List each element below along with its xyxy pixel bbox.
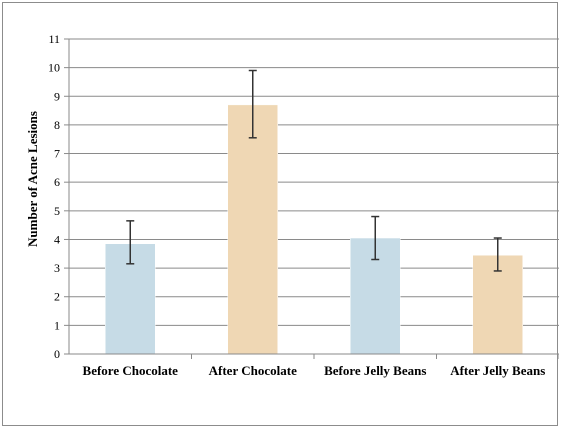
x-category-label: After Chocolate	[209, 363, 297, 378]
y-tick-label: 2	[54, 290, 60, 304]
y-tick-label: 11	[48, 32, 60, 46]
bars	[105, 104, 523, 355]
y-tick-label: 9	[54, 89, 60, 103]
x-category-label: Before Chocolate	[83, 363, 179, 378]
y-tick-label: 0	[54, 347, 60, 361]
x-category-label: Before Jelly Beans	[324, 363, 426, 378]
y-tick-label: 1	[54, 318, 60, 332]
y-tick-label: 10	[48, 61, 60, 75]
error-bars	[126, 69, 502, 272]
x-category-label: After Jelly Beans	[450, 363, 545, 378]
y-tick-label: 4	[54, 232, 60, 246]
y-tick-label: 3	[54, 261, 60, 275]
bar-chart: 0 1 2 3 4 5 6 7 8 9 10 11 Before Chocolate After Choc…	[25, 32, 560, 378]
y-axis-title: Number of Acne Lesions	[25, 111, 40, 247]
y-tick-label: 7	[54, 147, 60, 161]
chart-frame: 0 1 2 3 4 5 6 7 8 9 10 11 Before Chocolate After Choc…	[2, 2, 560, 426]
bar-after-chocolate	[227, 104, 278, 355]
labels: 0 1 2 3 4 5 6 7 8 9 10 11 Before Chocolate After Choc…	[48, 32, 545, 378]
axes	[64, 38, 560, 359]
y-tick-label: 8	[54, 118, 60, 132]
y-tick-label: 6	[54, 175, 60, 189]
y-tick-label: 5	[54, 204, 60, 218]
